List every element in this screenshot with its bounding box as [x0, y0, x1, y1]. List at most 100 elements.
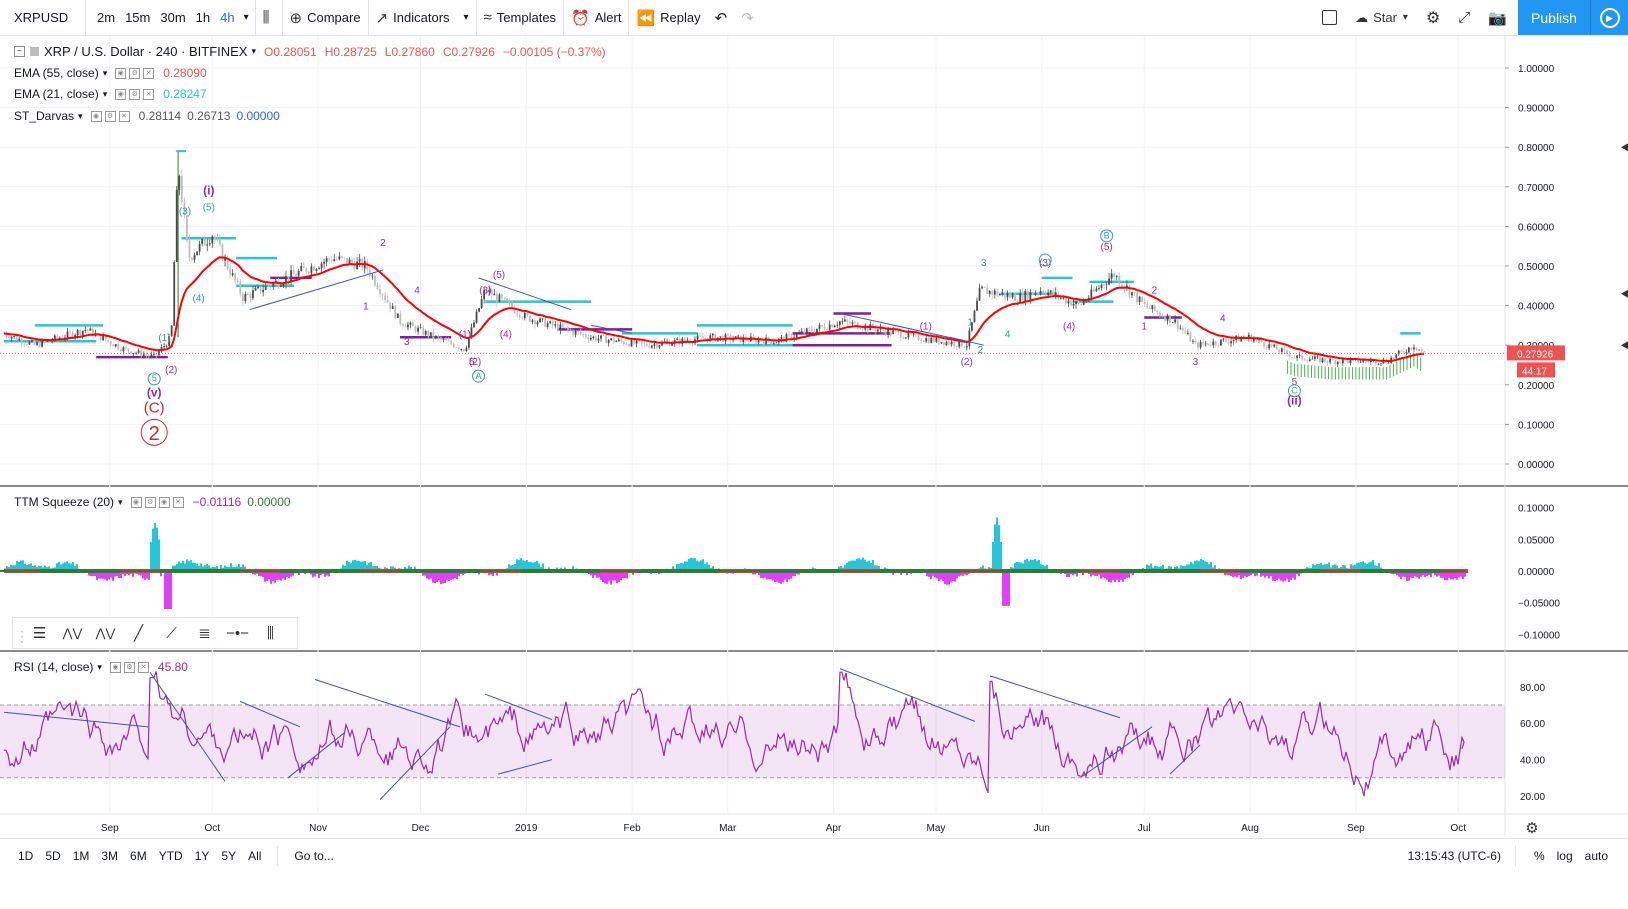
ema21-line[interactable]	[3, 256, 1425, 363]
wave-count-label[interactable]: (3)	[479, 286, 491, 297]
redo-button[interactable]: ↷	[734, 0, 761, 35]
rsi-trend-line[interactable]	[314, 679, 461, 728]
eye-icon[interactable]: ◉	[130, 496, 142, 508]
gear-icon[interactable]: ⚙	[123, 661, 135, 673]
layout-name-button[interactable]: ☁ Star ▾	[1346, 0, 1417, 35]
rsi-trend-line[interactable]	[239, 700, 301, 728]
range-all[interactable]: All	[248, 848, 262, 863]
wave-count-label[interactable]: 1	[1141, 321, 1147, 332]
drag-handle-icon[interactable]: ⋮	[15, 628, 29, 644]
trend-line[interactable]	[478, 277, 571, 311]
interval-1h[interactable]: 1h	[195, 10, 211, 25]
ema21-legend[interactable]: EMA (21, close) ▾ ◉ ⚙ ✕ 0.28247	[14, 87, 207, 101]
undo-button[interactable]: ↶	[708, 0, 735, 35]
wave-count-label[interactable]: 2	[380, 238, 386, 249]
wave-label-v[interactable]: (v)	[147, 386, 162, 400]
interval-30m[interactable]: 30m	[160, 10, 186, 25]
wave-count-label[interactable]: (3)	[179, 207, 191, 218]
rsi-trend-line[interactable]	[149, 671, 226, 782]
eye-icon[interactable]: ◉	[90, 110, 102, 122]
wave-label-i[interactable]: (i)	[203, 184, 214, 198]
wave-label-2[interactable]: 2	[149, 423, 160, 445]
trend-line[interactable]	[840, 313, 967, 342]
wave-count-label[interactable]: 2	[978, 345, 984, 356]
wave-count-label[interactable]: (3)	[1039, 258, 1051, 269]
wave-count-label[interactable]: 5	[469, 357, 475, 368]
wave-count-label[interactable]: (1)	[920, 321, 932, 332]
wave-label-cc[interactable]: C	[1291, 386, 1298, 396]
wave-count-label[interactable]: (4)	[192, 294, 204, 305]
eye-icon[interactable]: ◉	[109, 661, 121, 673]
percent-toggle[interactable]: %	[1533, 848, 1545, 863]
wave-count-label[interactable]: 2	[1152, 286, 1158, 297]
rsi-trend-line[interactable]	[287, 731, 346, 779]
wave-label-ii[interactable]: (ii)	[1287, 394, 1302, 408]
log-toggle[interactable]: log	[1556, 848, 1573, 863]
trend-line[interactable]	[249, 269, 384, 311]
wave-count-label[interactable]: (1)	[158, 333, 170, 344]
range-1d[interactable]: 1D	[18, 848, 34, 863]
close-icon[interactable]: ✕	[118, 110, 130, 122]
close-icon[interactable]: ✕	[143, 67, 155, 79]
elliott-impulse-tool[interactable]: ⋀⋁	[56, 618, 89, 648]
rsi-trend-line[interactable]	[379, 726, 451, 800]
auto-toggle[interactable]: auto	[1584, 848, 1608, 863]
rsi-legend[interactable]: RSI (14, close) ▾ ◉ ⚙ ✕ 45.80	[14, 660, 188, 674]
rsi-trend-line[interactable]	[497, 759, 553, 775]
lines-tool[interactable]: ☰	[23, 618, 56, 648]
collapse-icon[interactable]: −	[14, 46, 25, 57]
indicators-dropdown[interactable]: ▾	[457, 0, 477, 35]
chart-style-button[interactable]: ⫼	[256, 0, 283, 35]
wave-count-label[interactable]: 5	[152, 373, 157, 383]
interval-4h[interactable]: 4h	[220, 10, 235, 25]
wave-count-label[interactable]: 1	[363, 302, 369, 313]
wave-count-label[interactable]: (2)	[469, 357, 481, 368]
gear-icon[interactable]: ⚙	[104, 110, 116, 122]
wave-count-label[interactable]: (4)	[1063, 321, 1075, 332]
range-6m[interactable]: 6M	[130, 848, 147, 863]
wave-label-a[interactable]: A	[476, 371, 482, 381]
rsi-series-line[interactable]	[3, 671, 1465, 797]
wave-count-label[interactable]: (5)	[493, 270, 505, 281]
fib-tool[interactable]: ≣	[188, 618, 221, 648]
ttm-legend[interactable]: TTM Squeeze (20) ▾ ◉ ⚙ ◉ ✕ −0.01116 0.00000	[14, 495, 291, 509]
wave-count-label[interactable]: 1	[967, 317, 973, 328]
range-3m[interactable]: 3M	[101, 848, 119, 863]
close-icon[interactable]: ✕	[143, 88, 155, 100]
snapshot-button[interactable]: 📷	[1479, 0, 1516, 35]
settings-button[interactable]: ⚙	[1417, 0, 1449, 35]
close-icon[interactable]: ✕	[172, 496, 184, 508]
eye-icon[interactable]: ◉	[158, 496, 170, 508]
ema55-legend[interactable]: EMA (55, close) ▾ ◉ ⚙ ✕ 0.28090	[14, 66, 207, 80]
wave-count-label[interactable]: (2)	[165, 365, 177, 376]
range-1y[interactable]: 1Y	[194, 848, 210, 863]
eye-icon[interactable]: ◉	[115, 88, 127, 100]
rsi-trend-line[interactable]	[1082, 726, 1153, 777]
wave-count-label[interactable]: 3	[404, 337, 410, 348]
compare-button[interactable]: ⊕ Compare	[283, 0, 369, 35]
interval-15m[interactable]: 15m	[125, 10, 151, 25]
wave-count-label[interactable]: (5)	[203, 203, 215, 214]
replay-button[interactable]: ⏪ Replay	[629, 0, 707, 35]
wave-count-label[interactable]: (1)	[459, 329, 471, 340]
wave-count-label[interactable]: 5	[1292, 377, 1298, 388]
chevron-down-icon[interactable]: ▾	[243, 12, 249, 23]
ray-tool[interactable]: ⟋	[155, 618, 188, 648]
wave-label-c[interactable]: (C)	[144, 400, 165, 417]
range-1m[interactable]: 1M	[72, 848, 90, 863]
wave-count-label[interactable]: 4	[1005, 329, 1011, 340]
trend-line[interactable]	[591, 324, 633, 334]
publish-options-button[interactable]: ▶	[1590, 0, 1628, 35]
indicators-button[interactable]: ↗ Indicators	[369, 0, 457, 35]
gear-icon[interactable]: ⚙	[144, 496, 156, 508]
range-ytd[interactable]: YTD	[158, 848, 183, 863]
gear-icon[interactable]: ⚙	[129, 88, 141, 100]
symbol-search[interactable]: XRPUSD	[0, 0, 86, 35]
alert-button[interactable]: ⏰ Alert	[564, 0, 630, 35]
gear-icon[interactable]: ⚙	[1525, 820, 1538, 836]
eye-icon[interactable]: ◉	[115, 67, 127, 79]
rsi-trend-line[interactable]	[3, 711, 149, 728]
rsi-trend-line[interactable]	[989, 675, 1121, 719]
chart-canvas[interactable]: 5(v)(C)2(1)(2)(3)(4)(5)(i)2143(3)(5)(1)(…	[0, 36, 1628, 836]
legend-title[interactable]: XRP / U.S. Dollar · 240 · BITFINEX	[44, 44, 248, 59]
